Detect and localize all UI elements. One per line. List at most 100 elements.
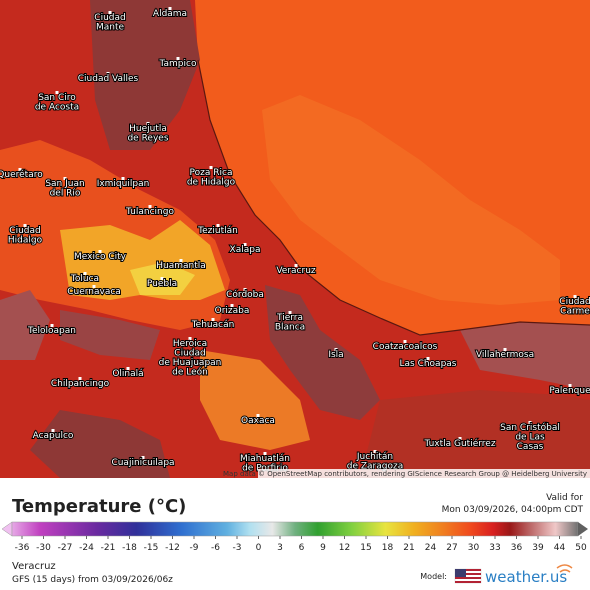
city-label: Tierra	[276, 313, 303, 323]
city-dot	[568, 384, 572, 387]
city-label: Orizaba	[215, 306, 250, 316]
city-label: Isla	[328, 350, 343, 360]
colorbar-tick-label: 18	[382, 543, 394, 553]
city-dot	[92, 285, 96, 288]
city-label: del Río	[50, 189, 81, 199]
city-label: Heroica	[173, 339, 207, 349]
city-label: Ixmiquilpan	[97, 179, 150, 189]
city-dot	[528, 421, 532, 424]
attribution: Map data © OpenStreetMap contributors, r…	[223, 470, 587, 478]
colorbar-tick-label: -21	[101, 543, 116, 553]
city-label: Juchitán	[356, 452, 393, 462]
city-label: Tehuacán	[191, 320, 235, 330]
city-dot	[403, 340, 407, 343]
brand-icon	[556, 564, 573, 573]
colorbar-tick-label: 50	[575, 543, 587, 553]
flag	[454, 568, 482, 584]
city-dot	[148, 205, 152, 208]
city-label: Ciudad	[94, 13, 125, 23]
city-label: San Juan	[45, 179, 84, 189]
city-label: de Reyes	[127, 134, 168, 144]
colorbar-tick-label: 24	[425, 543, 437, 553]
city-dot	[121, 177, 125, 180]
city-dot	[98, 250, 102, 253]
colorbar-tick-label: 6	[299, 543, 305, 553]
city-dot	[168, 7, 172, 10]
city-dot	[216, 224, 220, 227]
colorbar-tick-label: 33	[489, 543, 500, 553]
city-dot	[243, 288, 247, 291]
city-label: Toluca	[70, 274, 99, 284]
city-label: de Acosta	[35, 103, 79, 113]
city-dot	[146, 122, 150, 125]
city-dot	[243, 243, 247, 246]
city-label: San Cristóbal	[500, 422, 560, 433]
city-label: Las Choapas	[399, 359, 456, 369]
highland	[30, 410, 170, 478]
valid-label: Valid for	[546, 493, 583, 503]
city-label: Cuernavaca	[67, 287, 121, 297]
brand[interactable]: weather.us	[485, 568, 567, 586]
colorbar-tick-label: -36	[15, 543, 30, 553]
location: Veracruz	[12, 561, 56, 572]
city-label: Olinalá	[112, 369, 143, 379]
city-dot	[106, 72, 110, 75]
colorbar-tick-label: 3	[277, 543, 283, 553]
city-label: Teziutlán	[197, 226, 238, 236]
highland	[60, 310, 160, 360]
colorbar-tick-label: -18	[122, 543, 137, 553]
model-label: Model:	[420, 572, 447, 581]
city-dot	[188, 337, 192, 340]
city-label: Aldama	[153, 9, 187, 19]
city-label: de Las	[515, 433, 545, 443]
city-label: Mante	[96, 23, 125, 33]
legend-title: Temperature (°C)	[12, 496, 186, 517]
city-label: Carme	[560, 307, 590, 317]
colorbar-tick-label: -12	[165, 543, 180, 553]
city-label: Córdoba	[226, 289, 264, 300]
city-label: de Hidalgo	[187, 178, 236, 188]
city-dot	[373, 450, 377, 453]
city-dot	[176, 57, 180, 60]
city-dot	[83, 272, 87, 275]
valley	[200, 350, 310, 450]
highland	[460, 322, 590, 390]
city-dot	[294, 264, 298, 267]
colorbar	[11, 521, 579, 537]
city-dot	[288, 311, 292, 314]
colorbar-tick-label: 30	[468, 543, 480, 553]
city-label: Huejutla	[129, 124, 167, 134]
colorbar-tick-label: 12	[339, 543, 350, 553]
city-label: Chilpancingo	[51, 379, 110, 389]
city-dot	[160, 277, 164, 280]
city-dot	[230, 304, 234, 307]
colorbar-tick-label: 36	[511, 543, 523, 553]
colorbar-tick-label: -9	[190, 543, 199, 553]
city-label: Teloloapan	[27, 326, 76, 336]
city-label: Tampico	[159, 59, 197, 69]
colorbar-tick-label: 39	[532, 543, 544, 553]
city-dot	[503, 348, 507, 351]
city-dot	[573, 295, 577, 298]
model-run: GFS (15 days) from 03/09/2026/06z	[12, 575, 173, 585]
city-label: San Ciro	[38, 93, 76, 103]
city-label: Ciudad	[559, 297, 590, 307]
city-label: Villahermosa	[476, 350, 534, 360]
city-dot	[141, 456, 145, 459]
colorbar-tick-label: 44	[554, 543, 566, 553]
city-label: Puebla	[147, 279, 177, 289]
city-dot	[126, 367, 130, 370]
colorbar-tick-label: 0	[256, 543, 262, 553]
city-label: de León	[172, 367, 208, 378]
city-dot	[263, 452, 267, 455]
city-dot	[23, 224, 27, 227]
city-label: de Huajuapan	[159, 358, 222, 368]
colorbar-tick-label: -30	[36, 543, 51, 553]
south-land	[360, 390, 590, 478]
colorbar-tick-label: -6	[211, 543, 220, 553]
city-dot	[209, 166, 213, 169]
city-label: Blanca	[275, 323, 305, 333]
city-dot	[108, 11, 112, 14]
